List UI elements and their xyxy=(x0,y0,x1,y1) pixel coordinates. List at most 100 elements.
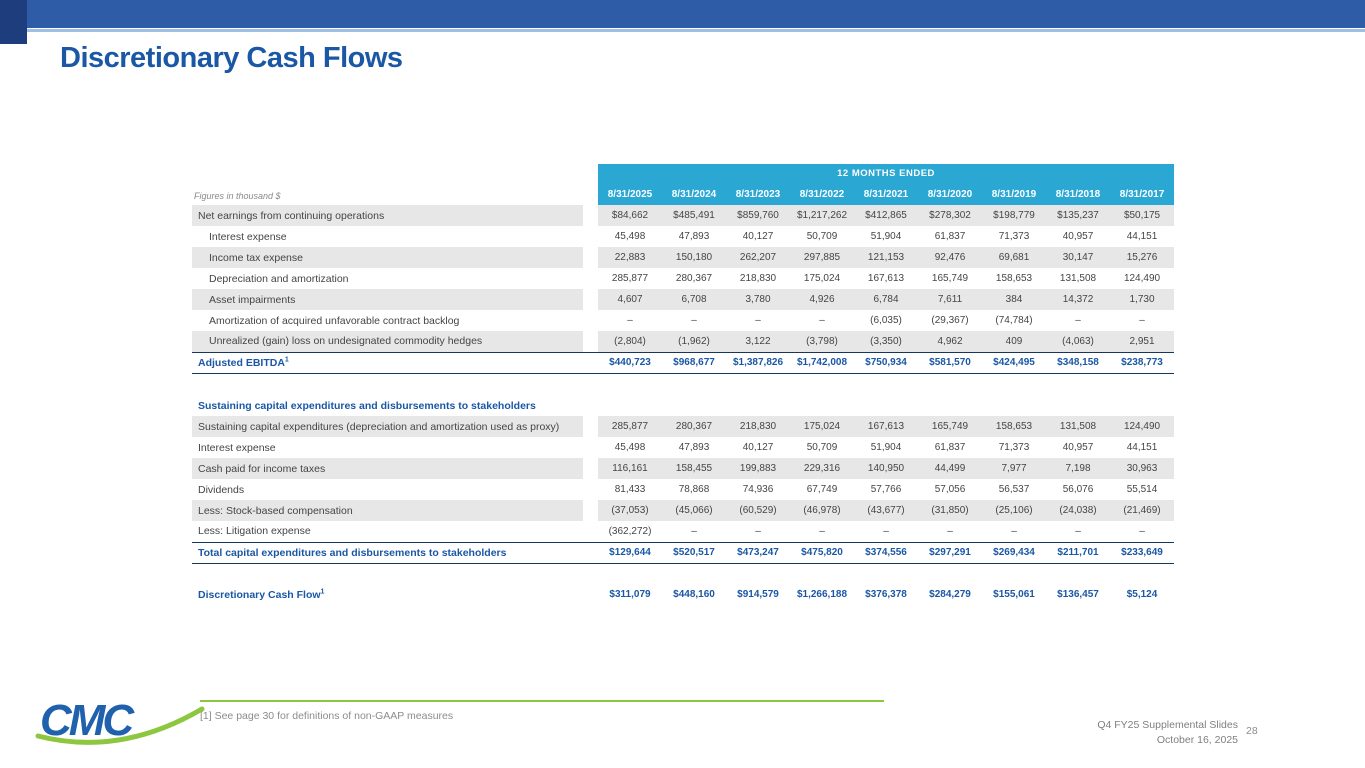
table-row: Dividends 81,433 78,868 74,936 67,749 57,766 5… xyxy=(192,479,1174,500)
table-caption: Figures in thousand $ xyxy=(194,191,281,201)
cell-value: 30,147 xyxy=(1046,247,1110,268)
cell-value: 14,372 xyxy=(1046,289,1110,310)
cell-value: 56,537 xyxy=(998,484,1030,495)
cell-value: 158,455 xyxy=(662,458,726,479)
cell-value xyxy=(854,395,918,416)
row-label: Unrealized (gain) loss on undesignated c… xyxy=(192,331,583,352)
cell-value: – xyxy=(819,315,825,326)
cell-value: (46,978) xyxy=(790,500,854,521)
table-row: Income tax expense 22,883 150,180 262,207 29… xyxy=(192,247,1175,268)
row-label: Asset impairments xyxy=(192,289,583,310)
column-header: 8/31/2018 xyxy=(1046,183,1110,205)
cell-value: 280,367 xyxy=(675,273,713,284)
cell-value: 4,607 xyxy=(598,289,662,310)
table-row: Depreciation and amortization 285,877 280,… xyxy=(192,268,1174,289)
cell-value: 124,490 xyxy=(1110,416,1175,437)
gutter-cell xyxy=(583,310,598,331)
cell-value xyxy=(918,395,982,416)
cell-value: 44,151 xyxy=(1126,231,1158,242)
gutter-cell xyxy=(583,416,598,437)
header-dates-row: Figures in thousand $ 8/31/2025 8/31/2024… xyxy=(192,183,1175,205)
cell-value: (1,962) xyxy=(662,331,726,352)
cell-value: 7,611 xyxy=(918,289,982,310)
cell-value: – xyxy=(819,525,825,537)
column-header: 8/31/2021 xyxy=(854,183,918,205)
table-row: Interest expense 45,498 47,893 40,127 50,709… xyxy=(192,437,1174,458)
cell-value: $750,934 xyxy=(854,351,918,374)
table-row: Asset impairments 4,607 6,708 3,780 4,926 6,7… xyxy=(192,289,1175,310)
cell-value: 44,499 xyxy=(918,458,982,479)
cell-value: $448,160 xyxy=(673,589,715,600)
gutter-cell xyxy=(583,437,598,458)
cell-value: – xyxy=(1075,315,1081,326)
spacer-row xyxy=(192,563,1175,584)
cell-value xyxy=(662,563,726,584)
cell-value: 69,681 xyxy=(982,247,1046,268)
cell-value: 3,780 xyxy=(726,289,790,310)
cell-value xyxy=(982,563,1046,584)
cell-value: – xyxy=(1075,525,1081,537)
cell-value: 4,926 xyxy=(790,289,854,310)
cell-value: 71,373 xyxy=(998,231,1030,242)
cell-value: 285,877 xyxy=(611,273,649,284)
cell-value: $1,742,008 xyxy=(790,351,854,374)
cell-value xyxy=(1110,395,1174,416)
table-row: Less: Stock-based compensation (37,053) (4… xyxy=(192,500,1175,521)
cell-value: (45,066) xyxy=(662,500,726,521)
row-label: Amortization of acquired unfavorable con… xyxy=(209,314,460,327)
cell-value: $311,079 xyxy=(609,589,651,600)
cell-value: (362,272) xyxy=(608,525,652,537)
cell-value xyxy=(726,563,790,584)
row-label: Total capital expenditures and disbursem… xyxy=(192,541,583,564)
row-label: Interest expense xyxy=(198,441,276,454)
cell-value: $968,677 xyxy=(662,351,726,374)
cell-value xyxy=(790,395,854,416)
cell-value: (74,784) xyxy=(995,315,1033,326)
gutter-cell xyxy=(583,521,598,542)
gutter-cell xyxy=(583,458,598,479)
row-label xyxy=(192,563,583,584)
cell-value: $374,556 xyxy=(854,541,918,564)
cell-value: – xyxy=(691,315,697,326)
cell-value xyxy=(726,373,790,395)
cell-value: $1,387,826 xyxy=(726,351,790,374)
cell-value xyxy=(726,395,790,416)
cell-value: 22,883 xyxy=(598,247,662,268)
cell-value: 297,885 xyxy=(790,247,854,268)
cell-value: – xyxy=(691,525,697,537)
cell-value: 67,749 xyxy=(806,484,838,495)
cell-value: 140,950 xyxy=(854,458,918,479)
table-row: Cash paid for income taxes 116,161 158,455… xyxy=(192,458,1175,479)
row-label: Less: Stock-based compensation xyxy=(192,500,583,521)
cell-value: (6,035) xyxy=(870,315,902,326)
row-label: Dividends xyxy=(198,483,245,496)
cell-value: 44,151 xyxy=(1126,442,1158,453)
cell-value: 158,653 xyxy=(982,416,1046,437)
table-row: Sustaining capital expenditures (depreci… xyxy=(192,416,1175,437)
cell-value: $278,302 xyxy=(918,205,982,226)
cell-value: $412,865 xyxy=(854,205,918,226)
cell-value: 61,837 xyxy=(934,231,966,242)
cell-value: $238,773 xyxy=(1110,351,1175,374)
table-row: Amortization of acquired unfavorable con… xyxy=(192,310,1174,331)
cell-value: 131,508 xyxy=(1046,416,1110,437)
cell-value: 167,613 xyxy=(867,273,905,284)
header-blank xyxy=(192,164,583,183)
cell-value: 50,709 xyxy=(806,231,838,242)
table-body: Net earnings from continuing operations $… xyxy=(192,205,1175,605)
gutter-cell xyxy=(583,500,598,521)
cell-value: $155,061 xyxy=(993,589,1035,600)
column-header: 8/31/2025 xyxy=(598,183,662,205)
column-header: 8/31/2020 xyxy=(918,183,982,205)
subtotal-row: Discretionary Cash Flow1 $311,079 $448,160… xyxy=(192,584,1174,605)
column-header: 8/31/2017 xyxy=(1110,183,1175,205)
column-header: 8/31/2024 xyxy=(662,183,726,205)
cell-value: 55,514 xyxy=(1126,484,1158,495)
cell-value: 165,749 xyxy=(931,273,969,284)
gutter-cell xyxy=(583,331,598,352)
logo-text: CMC xyxy=(40,696,134,745)
top-banner-bar xyxy=(0,0,1365,28)
gutter-cell xyxy=(583,289,598,310)
cell-value: (60,529) xyxy=(726,500,790,521)
cell-value: 92,476 xyxy=(918,247,982,268)
